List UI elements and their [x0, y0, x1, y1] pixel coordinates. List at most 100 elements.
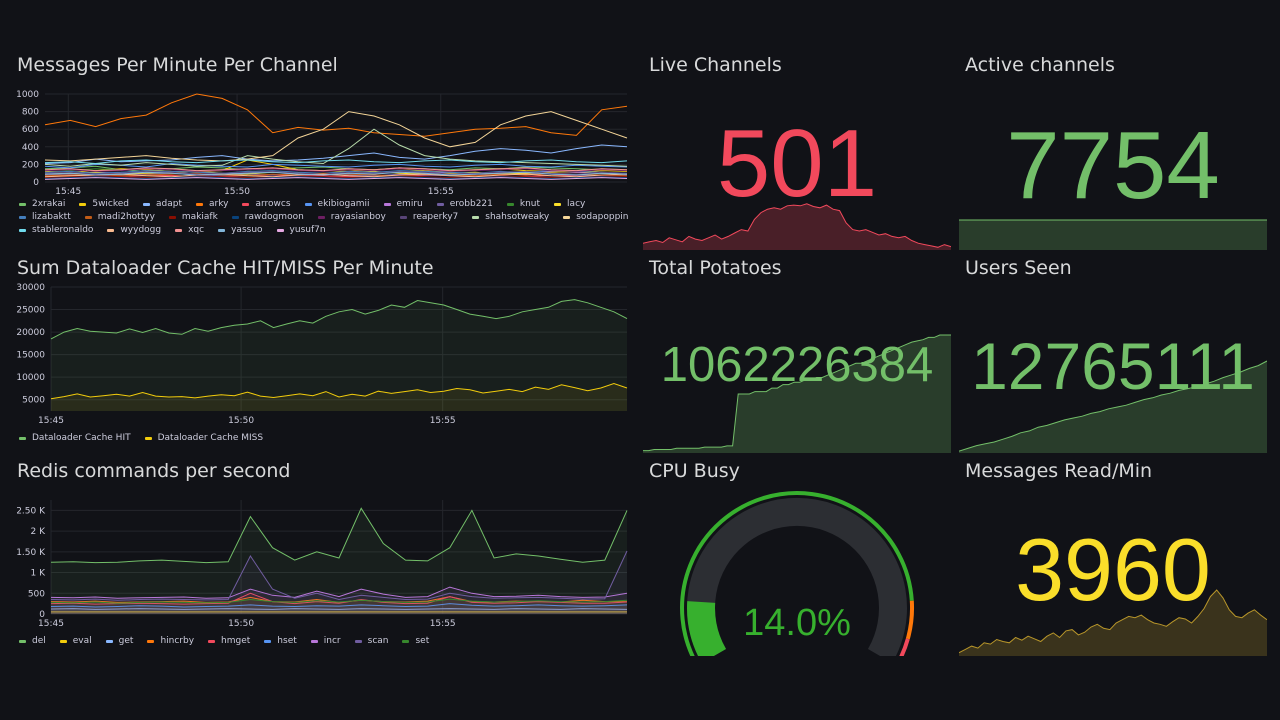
x-tick-label: 15:50 [224, 187, 250, 197]
panel-title: Redis commands per second [17, 460, 291, 482]
sparkline-area [643, 335, 951, 453]
series-line[interactable] [44, 171, 628, 176]
legend-swatch [84, 215, 92, 219]
legend-label: rayasianboy [330, 212, 386, 222]
messages-legend: 2xrakai 5wicked adapt arky arrowcs ekibiogami… [19, 199, 629, 235]
legend-item[interactable]: arrowcs [242, 199, 291, 209]
series-line[interactable] [50, 382, 628, 400]
legend-item[interactable]: yusuf7n [276, 225, 326, 235]
legend-label: Dataloader Cache MISS [157, 433, 264, 443]
legend-item[interactable]: madi2hottyy [84, 212, 155, 222]
legend-item[interactable]: 2xrakai [19, 199, 65, 209]
y-tick-label: 0 [39, 610, 45, 620]
legend-label: set [415, 636, 430, 646]
y-tick-label: 0 [33, 178, 39, 188]
series-line[interactable] [44, 167, 628, 172]
series-line[interactable] [44, 170, 628, 175]
legend-item[interactable]: eval [59, 636, 92, 646]
legend-item[interactable]: wyydogg [107, 225, 161, 235]
series-line[interactable] [50, 608, 628, 610]
y-tick-label: 200 [22, 160, 39, 170]
series-line[interactable] [44, 93, 628, 137]
legend-item[interactable]: knut [506, 199, 540, 209]
legend-label: xqc [188, 225, 205, 235]
legend-item[interactable]: yassuo [218, 225, 263, 235]
legend-item[interactable]: set [402, 636, 429, 646]
legend-item[interactable]: adapt [143, 199, 182, 209]
series-area [51, 608, 627, 614]
legend-swatch [143, 202, 151, 206]
legend-item[interactable]: reaperky7 [399, 212, 458, 222]
redis-line-chart[interactable]: 2.50 K 2 K 1.50 K 1 K 500 015:45 15:50 15:55 [17, 494, 629, 634]
legend-item[interactable]: shahsotweaky [472, 212, 549, 222]
legend-item[interactable]: 5wicked [79, 199, 129, 209]
legend-item[interactable]: ekibiogamii [304, 199, 370, 209]
legend-item[interactable]: hmget [208, 636, 250, 646]
active-channels-value: 7754 [1006, 112, 1220, 219]
legend-item[interactable]: makiafk [168, 212, 218, 222]
legend-item[interactable]: get [105, 636, 133, 646]
panel-title: CPU Busy [649, 460, 740, 482]
series-line[interactable] [50, 586, 628, 599]
legend-item[interactable]: rawdogmoon [231, 212, 304, 222]
legend-item[interactable]: hset [264, 636, 297, 646]
series-line[interactable] [44, 144, 628, 164]
legend-item[interactable]: Dataloader Cache MISS [144, 433, 264, 443]
series-line[interactable] [44, 168, 628, 172]
legend-swatch [19, 202, 26, 206]
series-line[interactable] [50, 598, 628, 604]
legend-item[interactable]: erobb221 [436, 199, 493, 209]
sparkline-line [643, 203, 951, 248]
cpu-busy-value: 14.0% [743, 602, 851, 644]
series-line[interactable] [44, 173, 628, 178]
series-area [51, 299, 627, 411]
legend-item[interactable]: rayasianboy [317, 212, 386, 222]
series-line[interactable] [44, 128, 628, 167]
series-line[interactable] [44, 159, 628, 165]
legend-swatch [242, 202, 250, 206]
legend-item[interactable]: hincrby [147, 636, 194, 646]
series-line[interactable] [44, 111, 628, 162]
legend-swatch [383, 202, 391, 206]
legend-item[interactable]: lizabaktt [19, 212, 71, 222]
sparkline-line [959, 360, 1267, 452]
dataloader-cache-panel: Sum Dataloader Cache HIT/MISS Per Minute… [17, 257, 629, 447]
series-line[interactable] [44, 177, 628, 180]
legend-item[interactable]: emiru [383, 199, 423, 209]
legend-item[interactable]: lacy [554, 199, 585, 209]
series-line[interactable] [50, 603, 628, 608]
series-line[interactable] [50, 592, 628, 605]
series-line[interactable] [50, 507, 628, 564]
x-tick-label: 15:45 [55, 187, 81, 197]
live-channels-panel: Live Channels 501 [643, 54, 951, 250]
legend-label: emiru [396, 199, 423, 209]
y-tick-label: 5000 [22, 396, 45, 406]
legend-label: adapt [156, 199, 183, 209]
cache-line-chart[interactable]: 30000 25000 20000 15000 10000 5000 15:45 15:50 1… [17, 281, 629, 431]
legend-item[interactable]: xqc [175, 225, 204, 235]
legend-item[interactable]: Dataloader Cache HIT [19, 433, 131, 443]
users-seen-sparkline [959, 360, 1267, 453]
series-line[interactable] [50, 550, 628, 601]
legend-swatch [19, 228, 26, 232]
legend-label: shahsotweaky [485, 212, 550, 222]
legend-swatch [472, 215, 480, 219]
legend-item[interactable]: incr [310, 636, 341, 646]
legend-item[interactable]: del [19, 636, 46, 646]
panel-title: Live Channels [649, 54, 782, 76]
legend-swatch [317, 215, 325, 219]
series-line[interactable] [50, 299, 628, 340]
legend-item[interactable]: sodapoppin [563, 212, 629, 222]
legend-item[interactable]: stableronaldo [19, 225, 93, 235]
series-line[interactable] [44, 162, 628, 169]
series-area [51, 596, 627, 614]
legend-item[interactable]: arky [196, 199, 228, 209]
legend-item[interactable]: scan [354, 636, 388, 646]
messages-per-minute-panel: Messages Per Minute Per Channel 1000 800 6… [17, 54, 629, 250]
legend-swatch [19, 215, 26, 219]
legend-label: 5wicked [92, 199, 130, 209]
messages-line-chart[interactable]: 1000 800 600 400 200 0 15:45 15:50 15:55 [17, 88, 629, 198]
series-line[interactable] [44, 175, 628, 179]
series-line[interactable] [44, 176, 628, 180]
legend-label: hset [277, 636, 297, 646]
